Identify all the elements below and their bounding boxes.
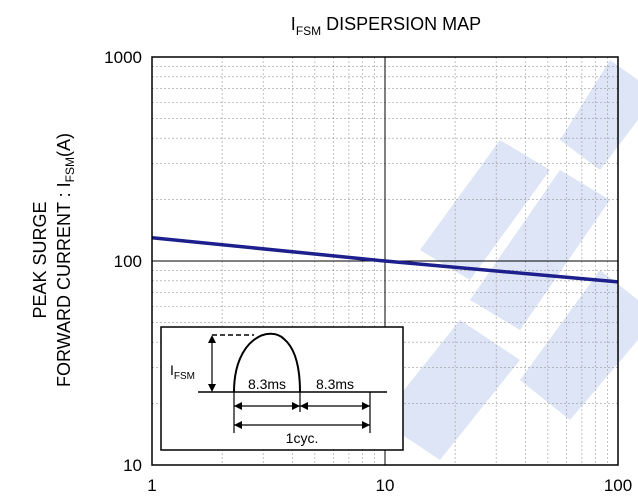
chart-title-sub: FSM [296, 24, 321, 38]
half-cycle-label-2: 8.3ms [316, 376, 354, 392]
y-axis-label-line2-rest: (A) [54, 133, 74, 157]
half-cycle-label-1: 8.3ms [248, 376, 286, 392]
inset-ifsm-sub: FSM [174, 371, 195, 382]
watermark-logo [380, 60, 638, 460]
x-tick-label: 10 [376, 476, 395, 495]
y-axis-label-line2-sub: FSM [63, 157, 77, 182]
y-tick-label: 1000 [104, 48, 142, 67]
waveform-inset: IFSM 8.3ms 8.3ms 1cyc. [161, 327, 403, 450]
y-axis-label-line2-main: FORWARD CURRENT : I [54, 182, 74, 387]
y-axis-label-line1: PEAK SURGE [30, 201, 50, 318]
x-tick-label: 100 [604, 476, 632, 495]
cycle-label: 1cyc. [286, 430, 319, 446]
chart-title: IFSM DISPERSION MAP [291, 14, 481, 38]
x-tick-label: 1 [147, 476, 156, 495]
y-axis-label-line2: FORWARD CURRENT : IFSM(A) [54, 133, 77, 387]
y-tick-label: 10 [123, 456, 142, 475]
y-tick-label: 100 [114, 252, 142, 271]
chart-title-rest: DISPERSION MAP [321, 14, 481, 34]
